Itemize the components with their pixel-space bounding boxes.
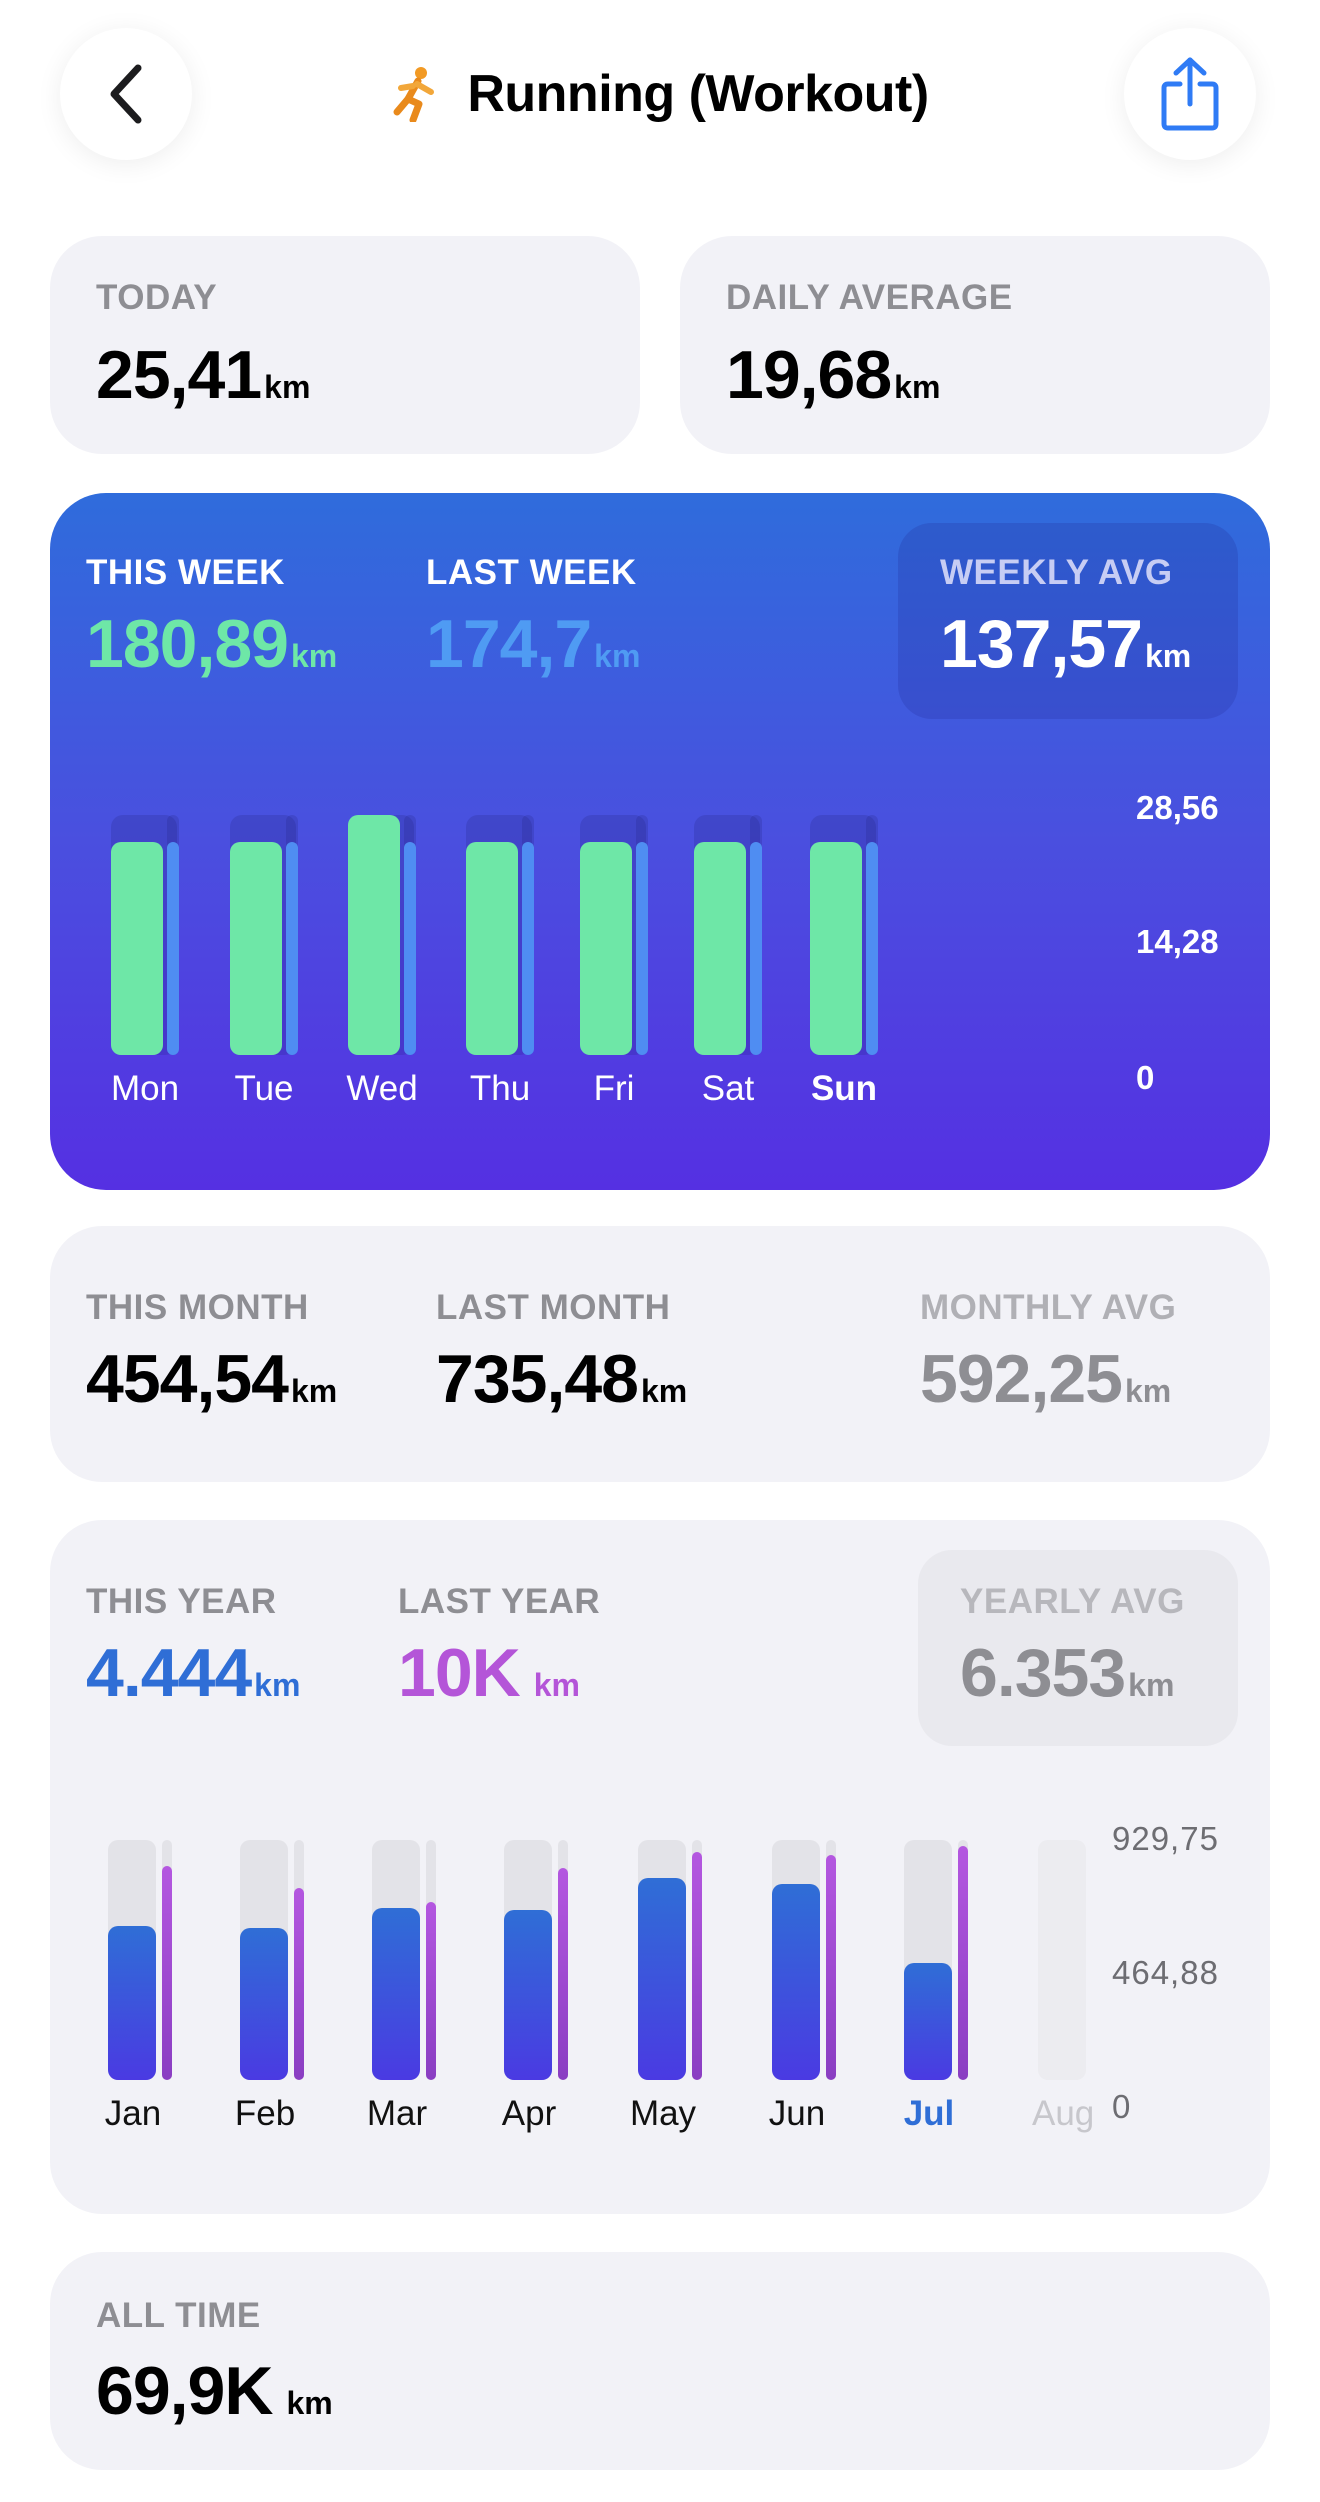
- week-bar-this-thu: [466, 841, 518, 1055]
- page-title: Running (Workout): [467, 65, 929, 123]
- yearly-avg-label: YEARLY AVG: [960, 1582, 1185, 1621]
- week-bar-last-tue: [286, 841, 298, 1055]
- page-header: Running (Workout): [0, 54, 1320, 134]
- year-y-tick-zero: 0: [1112, 2088, 1132, 2125]
- month-label-jul: Jul: [903, 2094, 955, 2133]
- week-bar-this-fri: [580, 841, 632, 1055]
- year-bar-this-may: [638, 1878, 686, 2080]
- week-bar-this-mon: [111, 841, 163, 1055]
- all-time-value: 69,9K km: [96, 2353, 333, 2429]
- year-bar-last-may: [692, 1851, 702, 2080]
- back-button[interactable]: [60, 28, 192, 160]
- this-year-label: THIS YEAR: [86, 1582, 277, 1621]
- year-bar-last-jun: [826, 1855, 836, 2080]
- this-week-value: 180,89km: [86, 606, 338, 682]
- week-day-label-sat: Sat: [701, 1069, 755, 1108]
- month-label-feb: Feb: [234, 2094, 296, 2133]
- today-label: TODAY: [96, 278, 218, 317]
- this-year-value: 4.444km: [86, 1635, 301, 1711]
- yearly-avg-box: YEARLY AVG 6.353km: [918, 1550, 1238, 1746]
- month-label-apr: Apr: [501, 2094, 557, 2133]
- daily-average-value: 19,68km: [726, 337, 941, 413]
- yearly-bar-chart: Jan Feb Mar Apr May Jun Jul Aug: [50, 1520, 1270, 2214]
- month-label-aug: Aug: [1032, 2094, 1095, 2133]
- week-bar-last-sat: [750, 841, 762, 1055]
- weekly-avg-value: 137,57km: [940, 606, 1192, 682]
- last-month-value: 735,48km: [436, 1341, 688, 1417]
- monthly-card[interactable]: THIS MONTH 454,54km LAST MONTH 735,48km …: [50, 1226, 1270, 1482]
- all-time-card[interactable]: ALL TIME 69,9K km: [50, 2252, 1270, 2470]
- chevron-left-icon: [110, 64, 142, 124]
- week-bar-this-wed: [348, 815, 400, 1055]
- week-day-label-tue: Tue: [234, 1069, 294, 1108]
- monthly-avg-value: 592,25km: [920, 1341, 1172, 1417]
- year-bar-this-mar: [372, 1908, 420, 2080]
- last-week-value: 174,7km: [426, 606, 641, 682]
- today-value: 25,41km: [96, 337, 311, 413]
- year-bar-this-jun: [772, 1883, 820, 2080]
- year-bar-this-apr: [504, 1909, 552, 2080]
- this-month-value: 454,54km: [86, 1341, 338, 1417]
- year-bar-this-feb: [240, 1927, 288, 2080]
- this-month-label: THIS MONTH: [86, 1288, 309, 1327]
- daily-average-label: DAILY AVERAGE: [726, 278, 1013, 317]
- weekly-avg-box: WEEKLY AVG 137,57km: [898, 523, 1238, 719]
- week-y-tick-mid: 14,28: [1136, 923, 1219, 960]
- week-y-tick-top: 28,56: [1136, 789, 1219, 826]
- week-bar-this-sat: [694, 841, 746, 1055]
- last-year-label: LAST YEAR: [398, 1582, 601, 1621]
- week-day-label-mon: Mon: [110, 1069, 180, 1108]
- week-y-tick-zero: 0: [1136, 1059, 1155, 1096]
- week-bar-last-sun: [866, 841, 878, 1055]
- month-label-jan: Jan: [104, 2094, 162, 2133]
- weekly-bar-chart: Mon Tue Wed Thu Fri Sat Sun: [50, 493, 1270, 1190]
- year-bar-track: [1038, 1840, 1086, 2080]
- week-day-label-fri: Fri: [593, 1069, 635, 1108]
- daily-average-card[interactable]: DAILY AVERAGE 19,68km: [680, 236, 1270, 454]
- week-bar-this-tue: [230, 841, 282, 1055]
- year-bar-this-jul: [904, 1962, 952, 2080]
- year-y-tick-mid: 464,88: [1112, 1954, 1219, 1991]
- year-bar-last-feb: [294, 1887, 304, 2080]
- year-bar-last-apr: [558, 1868, 568, 2080]
- week-day-label-sun: Sun: [810, 1069, 878, 1108]
- yearly-card[interactable]: THIS YEAR 4.444km LAST YEAR 10K km YEARLY…: [50, 1520, 1270, 2214]
- monthly-avg-label: MONTHLY AVG: [920, 1288, 1177, 1327]
- running-figure-icon: [393, 67, 435, 122]
- week-day-label-wed: Wed: [346, 1069, 418, 1108]
- week-bar-last-thu: [522, 841, 534, 1055]
- this-week-label: THIS WEEK: [86, 553, 285, 592]
- week-bar-last-mon: [167, 841, 179, 1055]
- week-bar-last-wed: [404, 841, 416, 1055]
- weekly-card[interactable]: THIS WEEK 180,89km LAST WEEK 174,7km WEE…: [50, 493, 1270, 1190]
- year-bar-last-jan: [162, 1865, 172, 2080]
- year-y-tick-top: 929,75: [1112, 1820, 1219, 1857]
- week-bar-last-fri: [636, 841, 648, 1055]
- week-bar-this-sun: [810, 841, 862, 1055]
- yearly-avg-value: 6.353km: [960, 1635, 1175, 1711]
- last-week-label: LAST WEEK: [426, 553, 637, 592]
- share-icon: [1161, 57, 1219, 131]
- month-label-may: May: [629, 2094, 697, 2133]
- share-button[interactable]: [1124, 28, 1256, 160]
- last-month-label: LAST MONTH: [436, 1288, 671, 1327]
- month-label-jun: Jun: [768, 2094, 826, 2133]
- today-card[interactable]: TODAY 25,41km: [50, 236, 640, 454]
- all-time-label: ALL TIME: [96, 2296, 261, 2335]
- month-label-mar: Mar: [366, 2094, 428, 2133]
- year-bar-last-mar: [426, 1901, 436, 2080]
- last-year-value: 10K km: [398, 1635, 580, 1711]
- week-day-label-thu: Thu: [469, 1069, 531, 1108]
- year-bar-last-jul: [958, 1846, 968, 2080]
- weekly-avg-label: WEEKLY AVG: [940, 553, 1173, 592]
- year-bar-this-jan: [108, 1926, 156, 2080]
